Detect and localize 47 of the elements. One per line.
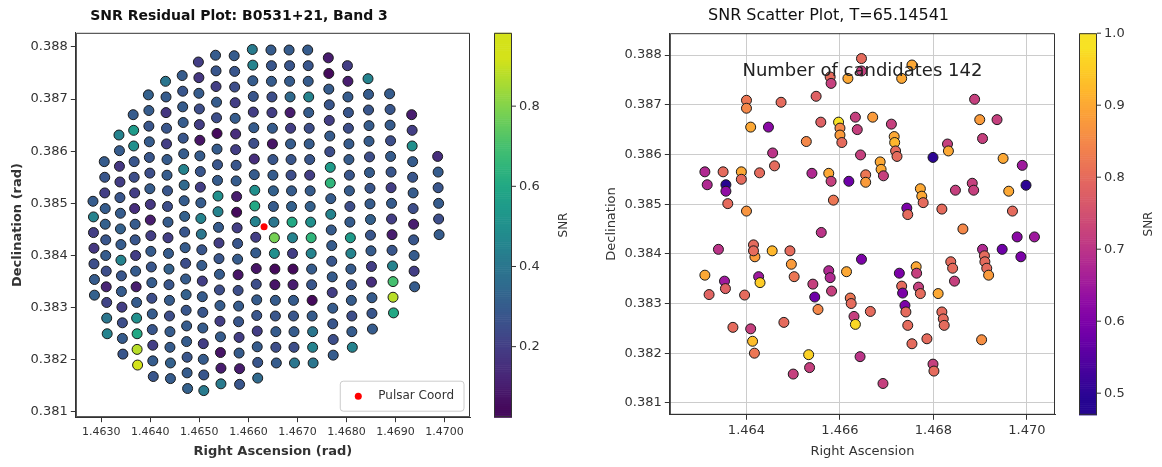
x-tick-label: 1.468	[914, 421, 953, 437]
color-bar-label: 0.8	[1104, 168, 1125, 184]
x-tick-label: 1.4640	[131, 424, 170, 438]
y-tick-label: 0.384	[30, 246, 68, 262]
y-tick-label: 0.382	[624, 344, 662, 360]
color-bar-label: 0.5	[1104, 384, 1125, 400]
chart-title: SNR Scatter Plot, T=65.14541	[708, 4, 949, 24]
y-tick-label: 0.384	[624, 245, 662, 261]
y-tick-label: 0.388	[30, 38, 68, 54]
legend-label: Pulsar Coord	[378, 388, 455, 403]
x-tick-label: 1.4680	[327, 424, 366, 438]
x-tick-label: 1.4650	[180, 424, 219, 438]
color-bar-title: SNR	[556, 212, 571, 238]
color-bar-label: 1.0	[1104, 24, 1125, 40]
color-bar-label: 0.9	[1104, 96, 1125, 112]
x-tick-label: 1.4690	[376, 424, 415, 438]
y-tick-label: 0.386	[624, 145, 662, 161]
y-tick-label: 0.381	[30, 403, 68, 419]
color-bar-label: 0.4	[519, 257, 540, 273]
y-axis-title: Declination	[603, 187, 619, 261]
color-bar-label: 0.6	[1104, 312, 1125, 328]
y-tick-label: 0.387	[30, 90, 68, 106]
color-bar-label: 0.2	[519, 338, 540, 354]
x-tick-label: 1.4630	[82, 424, 121, 438]
y-tick-label: 0.387	[624, 96, 662, 112]
chart-title: SNR Residual Plot: B0531+21, Band 3	[90, 7, 388, 24]
x-tick-label: 1.466	[821, 421, 859, 437]
y-tick-label: 0.381	[624, 394, 662, 410]
color-bar-label: 0.8	[519, 97, 540, 113]
x-axis-title: Right Ascension	[810, 442, 915, 458]
x-tick-label: 1.4660	[229, 424, 268, 438]
color-bar-title: SNR	[1141, 211, 1156, 237]
x-tick-label: 1.464	[727, 421, 766, 437]
x-axis-title: Right Ascension (rad)	[193, 442, 353, 458]
y-tick-label: 0.383	[624, 294, 662, 310]
y-tick-label: 0.383	[30, 299, 68, 315]
y-axis-title: Declination (rad)	[9, 162, 25, 288]
y-tick-label: 0.385	[30, 194, 68, 210]
y-tick-label: 0.388	[624, 46, 662, 62]
x-tick-label: 1.4670	[278, 424, 317, 438]
y-tick-label: 0.386	[30, 142, 68, 158]
y-tick-label: 0.382	[30, 351, 68, 367]
color-bar-label: 0.7	[1104, 240, 1125, 256]
x-tick-label: 1.4700	[425, 424, 464, 438]
y-tick-label: 0.385	[624, 195, 662, 211]
color-bar-label: 0.6	[519, 177, 540, 193]
x-tick-label: 1.470	[1008, 421, 1046, 437]
